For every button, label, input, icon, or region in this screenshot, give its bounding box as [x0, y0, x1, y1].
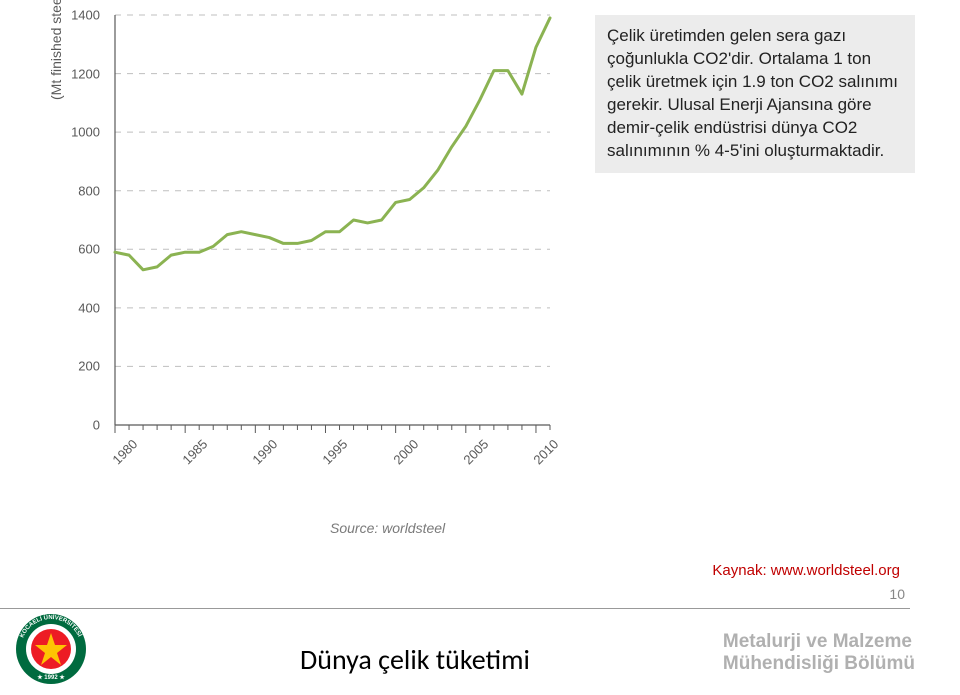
y-axis-label: (Mt finished steel products) [48, 0, 64, 100]
source-citation: Kaynak: www.worldsteel.org [712, 562, 900, 579]
chart-svg [60, 5, 560, 475]
chart-caption: Dünya çelik tüketimi [300, 642, 530, 677]
university-logo: KOCAELİ ÜNİVERSİTESİ ★ 1992 ★ [15, 613, 87, 685]
y-tick-label: 1400 [71, 8, 100, 23]
svg-text:★ 1992 ★: ★ 1992 ★ [37, 674, 65, 681]
y-tick-label: 1000 [71, 125, 100, 140]
y-tick-label: 200 [78, 359, 100, 374]
y-tick-label: 0 [93, 418, 100, 433]
y-tick-label: 600 [78, 242, 100, 257]
department-label: Metalurji ve Malzeme Mühendisliği Bölümü [723, 631, 915, 675]
chart-source-label: Source: worldsteel [330, 520, 445, 536]
footer-divider [0, 608, 910, 609]
steel-consumption-chart: 0200400600800100012001400198019851990199… [60, 5, 560, 475]
department-line2: Mühendisliği Bölümü [723, 653, 915, 675]
y-tick-label: 800 [78, 183, 100, 198]
y-tick-label: 1200 [71, 66, 100, 81]
info-text-box: Çelik üretimden gelen sera gazı çoğunluk… [595, 15, 915, 173]
page-number: 10 [889, 586, 905, 602]
y-tick-label: 400 [78, 300, 100, 315]
department-line1: Metalurji ve Malzeme [723, 631, 915, 653]
